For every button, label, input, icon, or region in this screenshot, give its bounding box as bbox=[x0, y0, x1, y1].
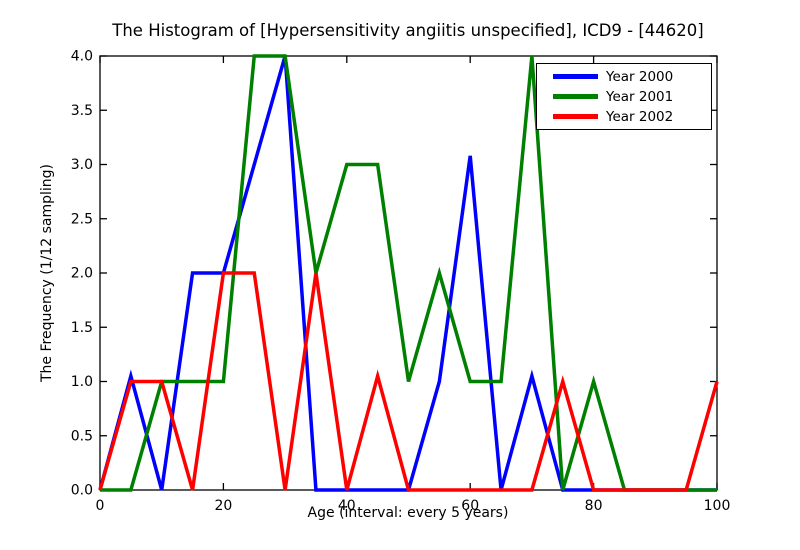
y-tick-label: 0.5 bbox=[71, 428, 93, 444]
chart-title: The Histogram of [Hypersensitivity angii… bbox=[112, 21, 704, 40]
legend-label: Year 2000 bbox=[606, 68, 674, 85]
x-tick-label: 80 bbox=[585, 498, 603, 514]
y-tick-label: 4.0 bbox=[71, 49, 93, 65]
y-tick-label: 0.0 bbox=[71, 483, 93, 499]
x-tick-label: 40 bbox=[338, 498, 356, 514]
y-tick-label: 1.0 bbox=[71, 374, 93, 390]
x-tick-label: 0 bbox=[96, 498, 105, 514]
legend-line-sample bbox=[553, 114, 598, 119]
y-tick-label: 2.0 bbox=[71, 266, 93, 282]
x-tick-label: 20 bbox=[214, 498, 232, 514]
x-tick-label: 60 bbox=[461, 498, 479, 514]
y-axis-label: The Frequency (1/12 sampling) bbox=[39, 164, 55, 383]
legend-line-sample bbox=[553, 94, 598, 99]
legend-label: Year 2002 bbox=[606, 108, 674, 125]
legend-item: Year 2001 bbox=[553, 89, 711, 105]
legend-line-sample bbox=[553, 74, 598, 79]
y-tick-label: 2.5 bbox=[71, 211, 93, 227]
y-tick-label: 3.5 bbox=[71, 103, 93, 119]
y-tick-label: 3.0 bbox=[71, 157, 93, 173]
y-tick-label: 1.5 bbox=[71, 320, 93, 336]
series-line-year-2001 bbox=[100, 54, 717, 492]
x-tick-label: 100 bbox=[704, 498, 731, 514]
legend: Year 2000 Year 2001 Year 2002 bbox=[536, 63, 712, 130]
legend-item: Year 2002 bbox=[553, 109, 711, 125]
legend-item: Year 2000 bbox=[553, 69, 711, 85]
series-line-year-2002 bbox=[98, 271, 719, 492]
legend-label: Year 2001 bbox=[606, 88, 674, 105]
x-axis-label: Age (interval: every 5 years) bbox=[307, 505, 509, 521]
